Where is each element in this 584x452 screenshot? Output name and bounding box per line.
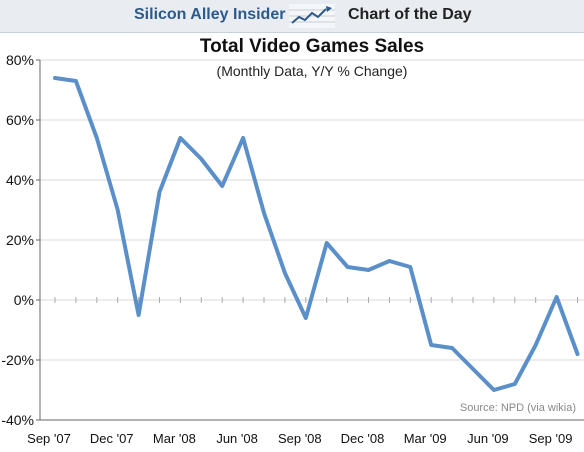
series-line <box>53 76 580 392</box>
x-tick-label: Dec '07 <box>90 431 134 446</box>
data-point <box>178 136 182 140</box>
data-point <box>241 136 245 140</box>
x-tick-label: Dec '08 <box>341 431 385 446</box>
data-point <box>116 208 120 212</box>
data-point <box>158 190 162 194</box>
data-point <box>513 382 517 386</box>
data-point <box>220 184 224 188</box>
x-tick-label: Jun '08 <box>216 431 258 446</box>
data-point <box>199 157 203 161</box>
x-tick-label: Mar '09 <box>404 431 447 446</box>
y-tick-label: -20% <box>1 352 34 368</box>
source-note: Source: NPD (via wikia) <box>459 402 576 414</box>
chart-title: Total Video Games Sales <box>199 36 425 57</box>
x-tick-label: Mar '08 <box>153 431 196 446</box>
data-point <box>534 343 538 347</box>
data-point <box>137 313 141 317</box>
data-point <box>576 352 580 356</box>
data-point <box>325 241 329 245</box>
data-point <box>408 265 412 269</box>
y-tick-label: 0% <box>14 292 34 308</box>
data-point <box>492 388 496 392</box>
y-tick-label: 40% <box>6 172 34 188</box>
data-point <box>304 316 308 320</box>
data-point <box>346 265 350 269</box>
y-tick-label: -40% <box>1 412 34 428</box>
data-point <box>429 343 433 347</box>
chart-subtitle: (Monthly Data, Y/Y % Change) <box>216 63 408 79</box>
data-point <box>387 259 391 263</box>
data-point <box>262 211 266 215</box>
x-tick-label: Jun '09 <box>467 431 509 446</box>
data-point <box>367 268 371 272</box>
section-title: Chart of the Day <box>348 6 472 23</box>
data-point <box>283 271 287 275</box>
x-tick-label: Sep '09 <box>529 431 573 446</box>
rising-chart-icon <box>289 4 335 28</box>
data-point <box>450 346 454 350</box>
x-tick-label: Sep '07 <box>27 431 71 446</box>
data-point <box>555 295 559 299</box>
x-tick-label: Sep '08 <box>278 431 322 446</box>
site-header: Silicon Alley Insider Chart of the Day <box>0 0 584 33</box>
data-point <box>53 76 57 80</box>
data-point <box>471 367 475 371</box>
y-tick-label: 60% <box>6 112 34 128</box>
y-tick-label: 80% <box>6 52 34 68</box>
y-tick-label: 20% <box>6 232 34 248</box>
data-point <box>95 136 99 140</box>
brand-name: Silicon Alley Insider <box>134 6 286 23</box>
data-point <box>74 79 78 83</box>
